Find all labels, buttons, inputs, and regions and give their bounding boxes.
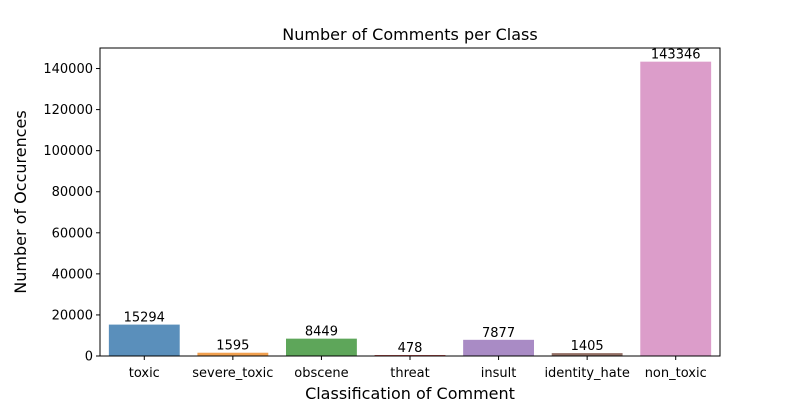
bar-identity_hate <box>551 353 623 356</box>
bar-toxic <box>108 324 180 356</box>
y-tick-label: 140000 <box>43 62 93 77</box>
y-tick-label: 60000 <box>52 226 93 241</box>
x-tick-label-non_toxic: non_toxic <box>645 366 707 381</box>
plot-area: 0 20000 40000 60000 80000 100000 120000 140000 1… <box>43 48 712 381</box>
x-tick-label-identity_hate: identity_hate <box>544 366 629 381</box>
y-tick-label: 20000 <box>52 308 93 323</box>
bar-insult <box>463 339 534 356</box>
data-label-insult: 7877 <box>482 326 515 341</box>
y-tick-label: 0 <box>85 350 93 365</box>
y-axis-label: Number of Occurences <box>11 110 30 293</box>
y-tick-label: 40000 <box>52 267 93 282</box>
chart-title: Number of Comments per Class <box>282 25 537 44</box>
plot-frame <box>99 47 721 357</box>
x-axis-label: Classification of Comment <box>305 384 515 400</box>
x-tick-label-severe_toxic: severe_toxic <box>192 366 273 381</box>
x-tick-label-insult: insult <box>481 366 517 381</box>
data-label-threat: 478 <box>398 341 423 356</box>
x-tick-label-toxic: toxic <box>129 366 160 381</box>
bar-severe_toxic <box>197 352 269 356</box>
y-tick-label: 100000 <box>43 144 93 159</box>
data-label-obscene: 8449 <box>305 325 338 340</box>
bar-obscene <box>286 338 357 356</box>
x-tick-label-obscene: obscene <box>294 366 348 381</box>
x-tick-label-threat: threat <box>390 366 429 381</box>
y-tick-label: 80000 <box>52 185 93 200</box>
data-label-non_toxic: 143346 <box>651 48 701 63</box>
data-label-toxic: 15294 <box>124 311 165 326</box>
y-tick-label: 120000 <box>43 103 93 118</box>
data-label-severe_toxic: 1595 <box>216 339 249 354</box>
bar-non_toxic <box>640 61 712 357</box>
data-label-identity_hate: 1405 <box>571 339 604 354</box>
